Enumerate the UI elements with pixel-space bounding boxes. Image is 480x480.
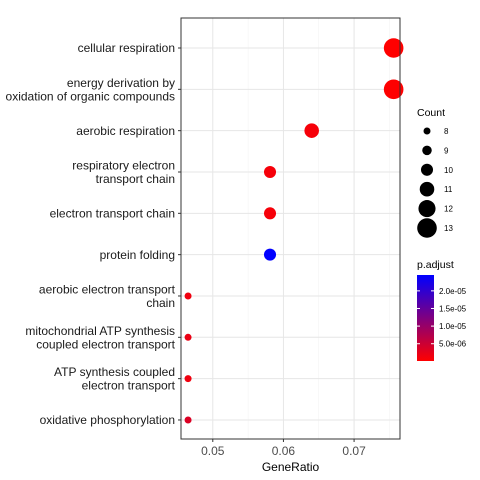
p-adjust-legend-title: p.adjust <box>417 259 454 271</box>
data-point <box>383 38 404 58</box>
data-point <box>383 79 404 100</box>
count-legend-key <box>418 200 436 218</box>
p-adjust-label: 1.0e-05 <box>439 322 467 331</box>
y-tick-label: energy derivation by oxidation of organic… <box>6 76 175 104</box>
x-tick-label: 0.07 <box>342 444 366 458</box>
x-axis-title: GeneRatio <box>262 460 320 474</box>
data-points <box>184 38 404 424</box>
x-tick-label: 0.06 <box>272 444 296 458</box>
y-tick-label: aerobic electron transport chain <box>39 282 176 310</box>
y-tick-label: aerobic respiration <box>76 124 175 138</box>
count-legend-label: 8 <box>444 127 449 136</box>
data-point <box>263 248 277 261</box>
data-point <box>184 375 192 383</box>
y-tick-label: ATP synthesis coupled electron transport <box>54 365 176 393</box>
p-adjust-legend: p.adjust 2.0e-05 1.5e-05 1.0e-05 5.0e-06 <box>417 259 467 361</box>
p-adjust-label: 1.5e-05 <box>439 304 467 313</box>
p-adjust-colorbar <box>417 275 434 361</box>
y-tick-label: electron transport chain <box>50 207 175 221</box>
count-legend-label: 9 <box>444 146 449 155</box>
p-adjust-label: 5.0e-06 <box>439 340 467 349</box>
data-point <box>263 165 277 179</box>
grid-lines <box>181 18 400 439</box>
y-tick-label: protein folding <box>100 248 175 262</box>
y-tick-label: mitochondrial ATP synthesis coupled elect… <box>25 324 175 352</box>
plot-panel <box>181 18 400 439</box>
x-tick-label: 0.05 <box>201 444 225 458</box>
y-tick-label: cellular respiration <box>78 41 175 55</box>
data-point <box>184 333 192 341</box>
y-tick-label: respiratory electron transport chain <box>72 158 175 186</box>
p-adjust-label: 2.0e-05 <box>439 287 467 296</box>
count-legend-key <box>423 127 431 135</box>
count-legend-label: 10 <box>444 166 453 175</box>
data-point <box>263 207 277 220</box>
y-tick-label: oxidative phosphorylation <box>40 413 175 427</box>
count-legend-label: 13 <box>444 224 453 233</box>
count-legend-label: 12 <box>444 205 453 214</box>
count-legend-title: Count <box>417 107 445 119</box>
data-point <box>304 123 319 138</box>
y-axis-ticks: cellular respiration energy derivation by… <box>6 41 181 427</box>
count-legend-key <box>420 163 434 176</box>
x-axis-ticks: 0.05 0.06 0.07 <box>201 439 366 458</box>
data-point <box>184 416 192 424</box>
count-legend: Count 8 9 10 11 12 13 <box>417 107 453 238</box>
count-legend-key <box>417 218 437 238</box>
data-point <box>184 292 192 300</box>
count-legend-key <box>419 181 435 197</box>
count-legend-key <box>422 145 432 156</box>
plot-panel-border <box>180 17 401 440</box>
count-legend-label: 11 <box>444 185 453 194</box>
